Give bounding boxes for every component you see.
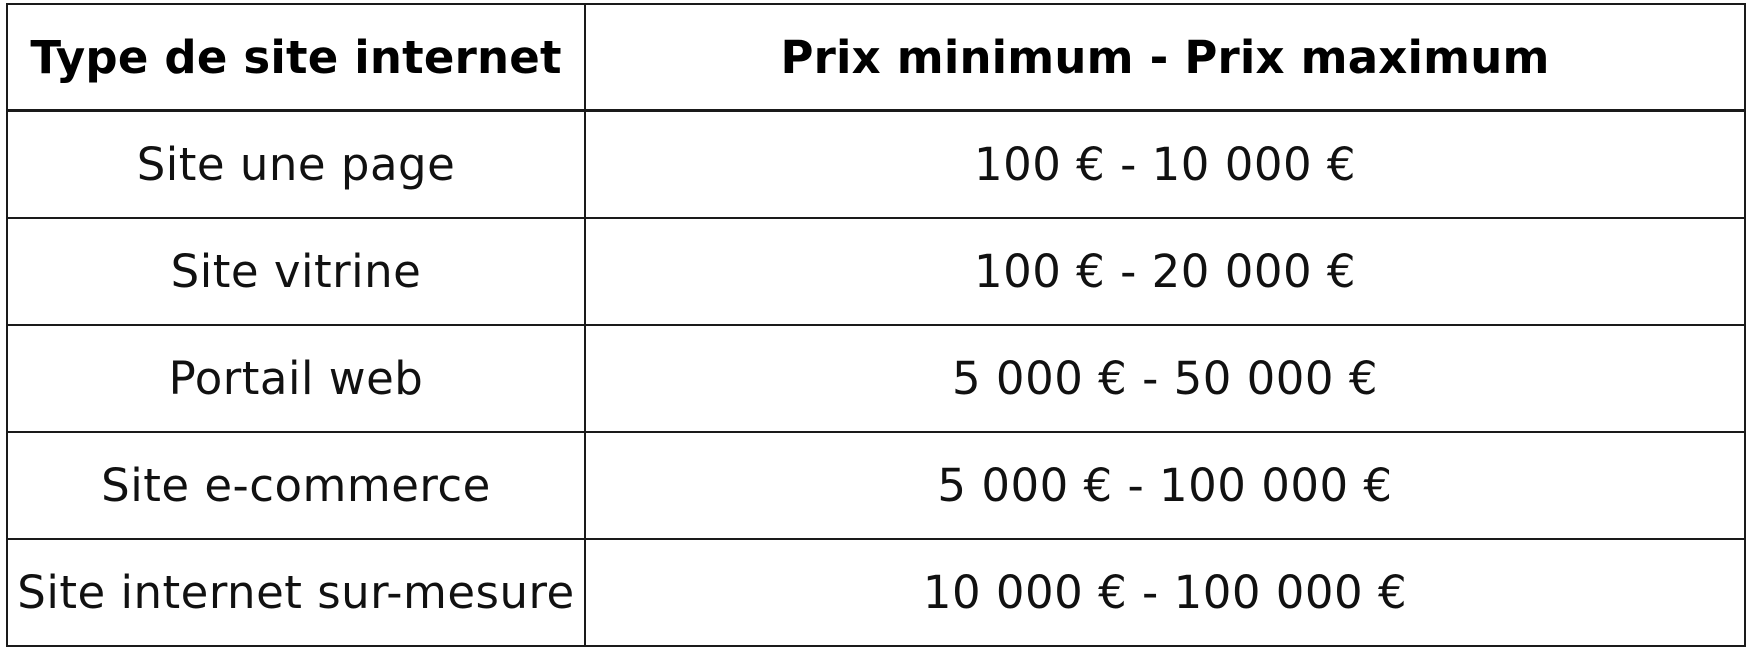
site-type-cell: Site vitrine (6, 217, 586, 326)
price-range-cell: 10 000 € - 100 000 € (584, 538, 1746, 647)
site-type-cell: Site une page (6, 109, 586, 219)
table-row: Site une page 100 € - 10 000 € (6, 109, 1746, 219)
site-type-cell: Site e-commerce (6, 431, 586, 540)
header-price-range: Prix minimum - Prix maximum (584, 3, 1746, 112)
price-range-cell: 5 000 € - 50 000 € (584, 324, 1746, 433)
price-range-cell: 100 € - 20 000 € (584, 217, 1746, 326)
price-range-cell: 100 € - 10 000 € (584, 109, 1746, 219)
price-range-cell: 5 000 € - 100 000 € (584, 431, 1746, 540)
table-row: Portail web 5 000 € - 50 000 € (6, 324, 1746, 433)
header-site-type: Type de site internet (6, 3, 586, 112)
site-type-cell: Portail web (6, 324, 586, 433)
price-table: Type de site internet Prix minimum - Pri… (6, 3, 1746, 647)
table-row: Site internet sur-mesure 10 000 € - 100 … (6, 538, 1746, 647)
table-row: Site vitrine 100 € - 20 000 € (6, 217, 1746, 326)
site-type-cell: Site internet sur-mesure (6, 538, 586, 647)
table-row: Site e-commerce 5 000 € - 100 000 € (6, 431, 1746, 540)
table-header-row: Type de site internet Prix minimum - Pri… (6, 3, 1746, 112)
